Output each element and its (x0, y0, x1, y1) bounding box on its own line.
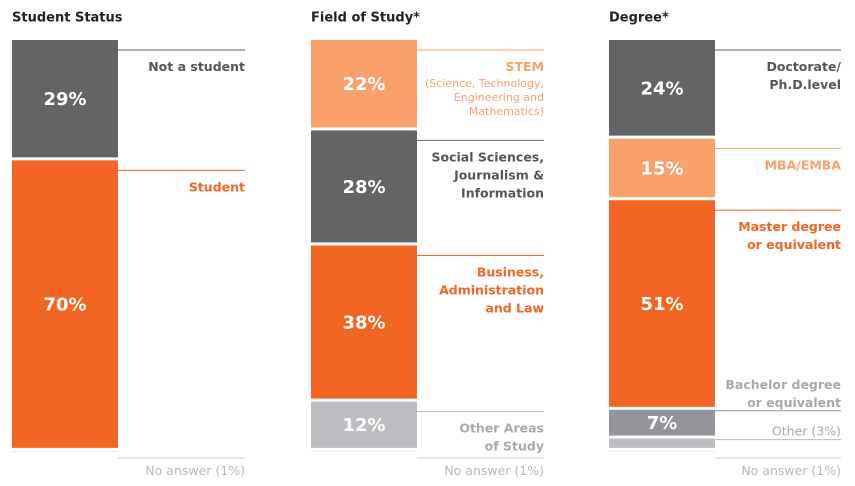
bar-segment (311, 245, 417, 399)
bar-segment (609, 438, 715, 448)
value-label: 24% (640, 78, 683, 99)
bar-segment (311, 450, 417, 452)
text-line: STEM (505, 59, 544, 74)
text-line: or equivalent (747, 394, 841, 409)
bar-segment (609, 138, 715, 198)
bar-segment (12, 450, 118, 452)
chart-title: Degree* (609, 11, 669, 26)
legend-note: (Science, Technology, Engineering and Math… (425, 77, 544, 118)
legend-label: Other Areas of Study (459, 420, 544, 453)
text-line: Student (189, 179, 245, 194)
value-label: 28% (342, 177, 385, 198)
value-label: 12% (342, 415, 385, 436)
value-label: 51% (640, 294, 683, 315)
legend-label: No answer (1%) (145, 463, 245, 478)
legend-label: Student (189, 179, 245, 194)
chart-title: Student Status (12, 11, 123, 26)
text-line: Administration (439, 282, 544, 297)
text-line: Other (3%) (772, 423, 841, 438)
value-label: 29% (43, 89, 86, 110)
value-label: 38% (342, 313, 385, 334)
legend-label: Business, Administration and Law (439, 264, 544, 315)
legend-label: Doctorate/Ph.D.level (766, 59, 841, 92)
bar-segment (12, 160, 118, 448)
legend-label: Bachelor degree or equivalent (725, 376, 841, 409)
text-line: Doctorate/ (766, 59, 841, 74)
bar-segment (311, 40, 417, 128)
bar-segment (609, 40, 715, 136)
text-line: Business, (477, 264, 544, 279)
bar-segment (311, 401, 417, 448)
legend-label: STEM (505, 59, 544, 74)
bar-segment (609, 200, 715, 407)
text-line: Not a student (148, 59, 245, 74)
text-line: Mathematics) (469, 105, 544, 118)
text-line: (Science, Technology, (425, 77, 544, 90)
text-line: Bachelor degree (725, 376, 841, 391)
text-line: Information (461, 185, 544, 200)
legend-label: Other (3%) (772, 423, 841, 438)
text-line: Master degree (738, 219, 841, 234)
legend-label: Not a student (148, 59, 245, 74)
value-label: 70% (43, 295, 86, 316)
text-line: No answer (1%) (444, 463, 544, 478)
legend-label: No answer (1%) (444, 463, 544, 478)
text-line: Ph.D.level (769, 77, 841, 92)
bar-segment (12, 40, 118, 158)
text-line: of Study (485, 438, 544, 453)
value-label: 15% (640, 158, 683, 179)
bar-segment (311, 130, 417, 243)
text-line: and Law (485, 300, 544, 315)
text-line: or equivalent (747, 237, 841, 252)
value-label: 22% (342, 74, 385, 95)
text-line: Other Areas (459, 420, 544, 435)
text-line: Engineering and (454, 91, 544, 104)
text-line: No answer (1%) (145, 463, 245, 478)
text-line: Journalism & (453, 167, 544, 182)
text-line: Social Sciences, (431, 149, 544, 164)
legend-label: MBA/EMBA (765, 157, 842, 172)
value-label: 7% (647, 413, 678, 434)
text-line: No answer (1%) (741, 463, 841, 478)
text-line: MBA/EMBA (765, 157, 842, 172)
bar-segment (609, 450, 715, 452)
chart-title: Field of Study* (311, 11, 420, 26)
bar-segment (609, 409, 715, 436)
legend-label: Master degree or equivalent (738, 219, 841, 252)
legend-label: Social Sciences, Journalism & Information (431, 149, 544, 200)
legend-label: No answer (1%) (741, 463, 841, 478)
